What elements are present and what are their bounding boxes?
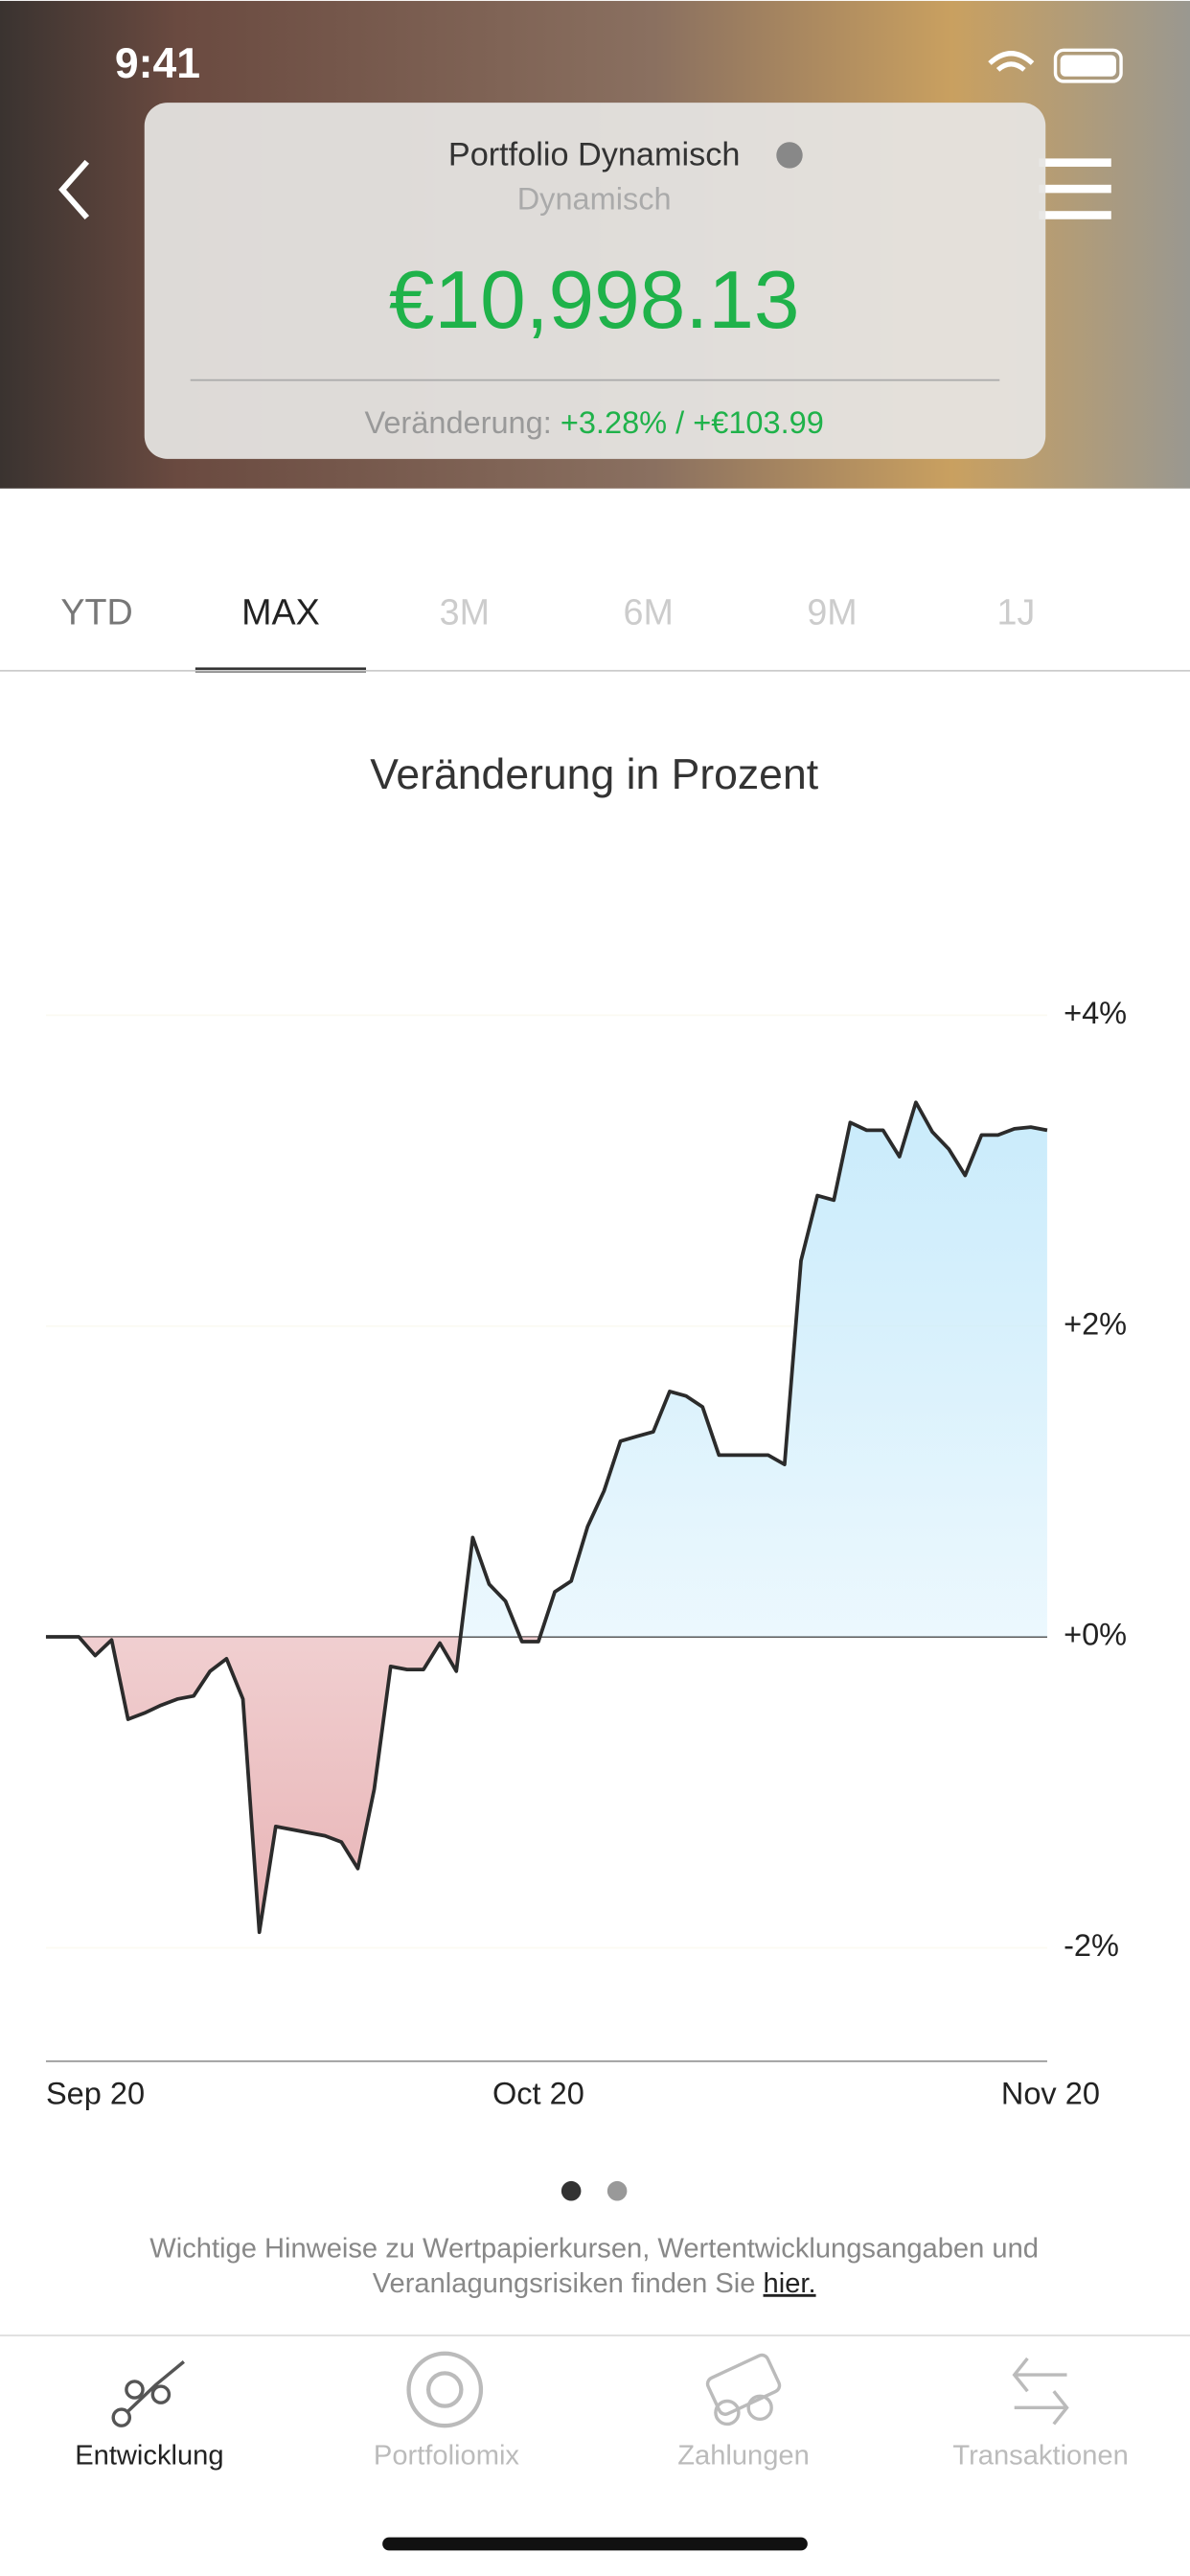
disclaimer-link[interactable]: hier.	[764, 2268, 816, 2299]
x-tick-label: Nov 20	[1001, 2076, 1100, 2110]
battery	[1053, 48, 1123, 83]
status-time: 9:41	[115, 40, 200, 87]
tab[interactable]: 6M	[624, 592, 674, 632]
change-label: Veränderung:	[364, 405, 551, 440]
edit-icon[interactable]	[776, 142, 803, 169]
nav-icon[interactable]	[111, 2360, 185, 2427]
nav-bar: Entwicklung Portfoliomix Zahlungen Transakt…	[75, 2440, 1129, 2471]
wifi	[988, 51, 1035, 72]
y-tick-label: -2%	[1064, 1928, 1119, 1963]
change-separator: /	[675, 405, 685, 440]
portfolio-card	[144, 103, 1046, 459]
nav-label[interactable]: Transaktionen	[952, 2440, 1128, 2471]
disclaimer-line: Veranlagungsrisiken finden Sie hier.	[373, 2268, 816, 2299]
line	[45, 1100, 1048, 1935]
x-tick-label: Oct 20	[492, 2076, 584, 2110]
menu-button[interactable]	[1039, 158, 1111, 219]
y-tick-label: +4%	[1064, 996, 1127, 1030]
area-positive	[45, 1102, 1047, 1638]
page-dot-active[interactable]	[561, 2180, 582, 2201]
disclaimer-text: Veranlagungsrisiken finden Sie	[373, 2268, 756, 2299]
portfolio-value: €10,998.13	[389, 254, 800, 346]
disclaimer-line: Wichtige Hinweise zu Wertpapierkursen, W…	[149, 2234, 1039, 2265]
portfolio-title: Portfolio Dynamisch	[448, 137, 741, 173]
tab[interactable]: 1J	[997, 592, 1036, 632]
home-indicator	[382, 2537, 808, 2551]
area-negative	[45, 1637, 1047, 1933]
x-tick-label: Sep 20	[46, 2076, 145, 2110]
chart: -2% +0% +2% +4% Sep 20 Oct 20 Nov 20	[45, 996, 1127, 2110]
nav-label[interactable]: Portfoliomix	[374, 2440, 520, 2471]
page-dot[interactable]	[606, 2180, 628, 2201]
tab[interactable]: MAX	[241, 592, 320, 632]
battery-level	[1060, 55, 1116, 77]
nav-icon[interactable]	[705, 2353, 782, 2426]
nav-icon[interactable]	[1012, 2357, 1069, 2426]
tab[interactable]: 3M	[440, 592, 490, 632]
nav-icon[interactable]	[406, 2351, 484, 2428]
portfolio-subtitle: Dynamisch	[517, 182, 672, 217]
y-tick-label: +2%	[1064, 1306, 1127, 1341]
tab[interactable]: YTD	[60, 592, 132, 632]
change-line: Veränderung: +3.28% / +€103.99	[364, 405, 823, 440]
nav-label[interactable]: Zahlungen	[677, 2440, 810, 2471]
y-tick-label: +0%	[1064, 1618, 1127, 1652]
chart-title: Veränderung in Prozent	[370, 751, 819, 798]
change-amount: +€103.99	[693, 405, 824, 440]
change-percent: +3.28%	[561, 405, 667, 440]
nav-label[interactable]: Entwicklung	[75, 2440, 223, 2471]
back-button[interactable]	[58, 159, 90, 220]
tab-bar: YTD MAX 3M 6M 9M 1J	[60, 592, 1035, 673]
tab[interactable]: 9M	[807, 592, 857, 632]
